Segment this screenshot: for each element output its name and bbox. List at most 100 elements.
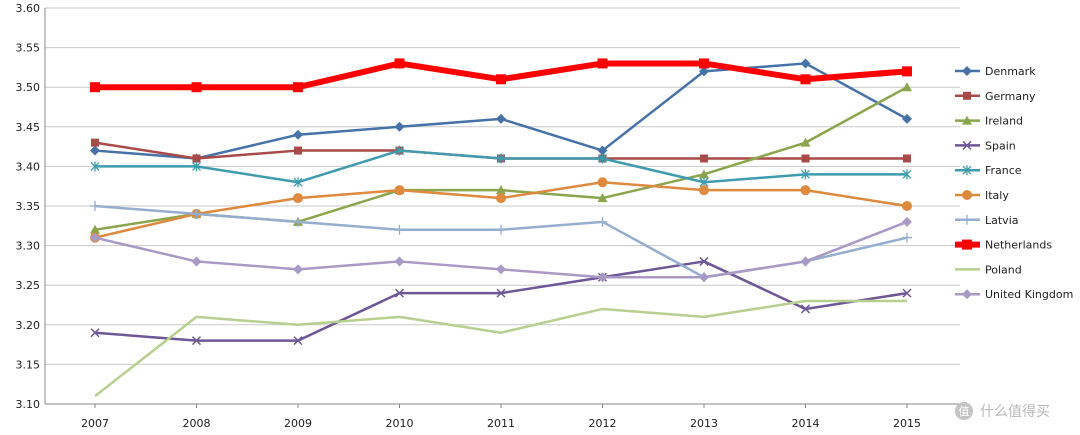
data-point <box>293 193 303 204</box>
data-point <box>90 161 100 172</box>
data-point <box>192 161 201 172</box>
y-tick-label: 3.25 <box>16 279 41 292</box>
x-tick-label: 2007 <box>81 417 109 430</box>
series-spain <box>90 256 912 346</box>
data-point <box>597 216 608 227</box>
data-point <box>962 165 972 176</box>
data-point <box>597 145 608 156</box>
data-point <box>700 154 708 163</box>
series-poland <box>94 299 907 398</box>
legend-item: Latvia <box>955 214 1019 227</box>
zhi-icon-glyph: 值 <box>959 405 970 418</box>
x-tick-label: 2010 <box>386 417 414 430</box>
data-point <box>293 336 303 346</box>
legend-label: Italy <box>985 189 1009 202</box>
data-point <box>598 153 607 164</box>
data-point <box>597 193 608 203</box>
x-tick-label: 2012 <box>589 417 617 430</box>
x-axis: 2007 2008 2009 2010 2011 2012 2013 2014 2015 <box>45 403 960 430</box>
data-point <box>90 328 100 338</box>
data-point <box>394 185 405 196</box>
data-point <box>699 169 709 179</box>
legend-item: Italy <box>955 189 1009 202</box>
data-point <box>496 288 506 298</box>
data-point <box>293 129 303 140</box>
gridlines <box>45 7 960 405</box>
data-point <box>800 58 811 69</box>
x-tick-label: 2013 <box>690 417 718 430</box>
data-point <box>496 264 506 275</box>
data-point <box>800 256 811 267</box>
series-line <box>94 299 907 398</box>
data-point <box>597 58 608 69</box>
legend-label: France <box>985 164 1022 177</box>
series-united-kingdom <box>90 216 912 283</box>
series-layer <box>90 58 912 398</box>
data-point <box>801 154 810 163</box>
data-point <box>800 74 811 85</box>
legend-label: Latvia <box>985 214 1019 227</box>
data-point <box>962 190 972 200</box>
y-tick-label: 3.60 <box>16 2 41 15</box>
legend-item: Netherlands <box>955 239 1052 252</box>
data-point <box>394 224 405 235</box>
data-point <box>90 201 100 211</box>
data-point <box>191 208 202 219</box>
legend-item: Spain <box>955 139 1016 152</box>
data-point <box>90 232 100 243</box>
legend-label: Spain <box>985 139 1016 152</box>
data-point <box>496 224 506 235</box>
legend-label: United Kingdom <box>985 288 1073 301</box>
data-point <box>902 232 912 243</box>
data-point <box>496 153 506 164</box>
legend-item: Germany <box>955 90 1036 103</box>
data-point <box>293 216 303 227</box>
data-point <box>191 256 202 267</box>
data-point <box>903 154 911 163</box>
x-tick-label: 2014 <box>792 417 820 430</box>
data-point <box>191 336 202 346</box>
y-tick-label: 3.35 <box>16 200 41 213</box>
y-tick-label: 3.30 <box>16 240 41 253</box>
data-point <box>90 145 100 156</box>
y-tick-label: 3.10 <box>16 398 41 411</box>
data-point <box>91 138 99 147</box>
data-point <box>597 177 608 188</box>
data-point <box>293 177 303 188</box>
legend-item: Poland <box>955 263 1022 276</box>
data-point <box>962 289 972 300</box>
legend-item: United Kingdom <box>955 288 1073 301</box>
y-tick-label: 3.40 <box>16 160 41 173</box>
data-point <box>496 74 506 85</box>
legend-label: Germany <box>985 90 1036 103</box>
legend-label: Poland <box>985 263 1022 276</box>
x-tick-label: 2009 <box>284 417 312 430</box>
legend-item: Ireland <box>955 115 1023 128</box>
y-tick-label: 3.55 <box>16 42 41 55</box>
data-point <box>902 169 912 180</box>
data-point <box>699 256 709 266</box>
data-point <box>394 58 405 69</box>
legend-item: Denmark <box>955 65 1036 78</box>
data-point <box>699 272 709 283</box>
y-tick-label: 3.45 <box>16 121 41 134</box>
data-point <box>902 288 912 298</box>
y-tick-label: 3.20 <box>16 319 41 332</box>
data-point <box>496 113 506 124</box>
watermark: 值 什么值得买 <box>955 402 1050 420</box>
legend-label: Denmark <box>985 65 1036 78</box>
data-point <box>394 121 405 132</box>
data-point <box>395 145 404 156</box>
zhi-icon <box>955 402 973 420</box>
data-point <box>394 288 405 298</box>
data-point <box>191 82 202 93</box>
data-point <box>800 304 811 314</box>
legend-label: Netherlands <box>985 239 1052 252</box>
legend-item: France <box>955 164 1022 177</box>
data-point <box>699 66 709 77</box>
data-point <box>496 193 506 204</box>
data-point <box>902 113 912 124</box>
x-tick-label: 2008 <box>183 417 211 430</box>
data-point <box>962 66 972 76</box>
